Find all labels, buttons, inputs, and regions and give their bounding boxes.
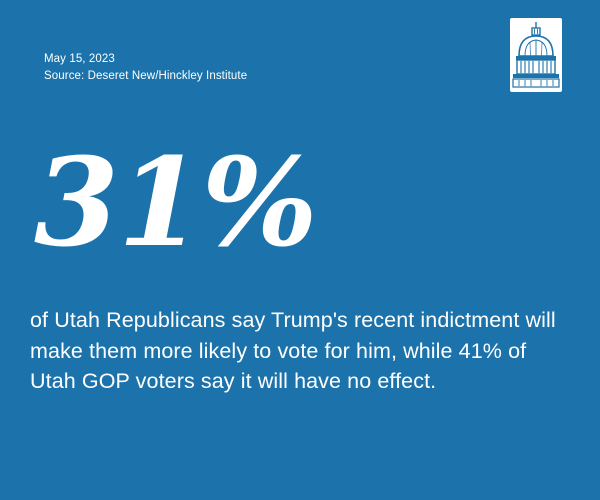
source-text: Source: Deseret New/Hinckley Institute	[44, 70, 248, 82]
statement-text: of Utah Republicans say Trump's recent i…	[30, 308, 556, 393]
source-info: May 15, 2023 Source: Deseret New/Hinckle…	[44, 51, 247, 85]
date-text: May 15, 2023	[44, 53, 115, 65]
headline-stat: 31%	[34, 130, 318, 274]
capitol-dome-icon	[510, 18, 562, 92]
